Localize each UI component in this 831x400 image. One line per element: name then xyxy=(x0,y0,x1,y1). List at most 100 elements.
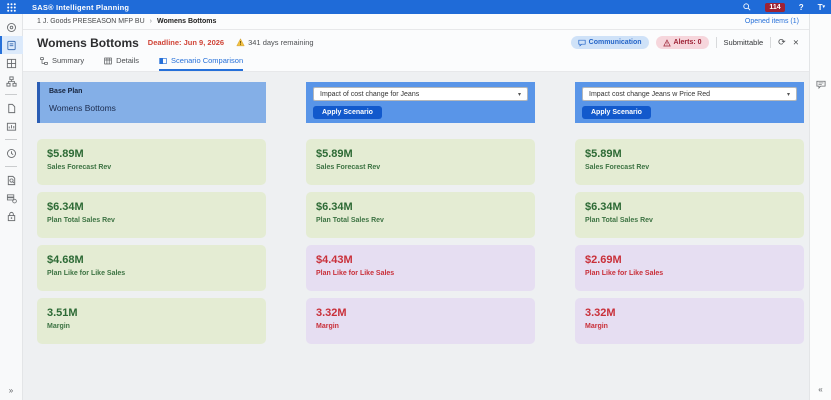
sidebar-divider xyxy=(5,94,17,95)
chevron-down-icon: ▾ xyxy=(517,91,521,98)
metric-value: 3.32M xyxy=(316,307,347,319)
sidebar-item-documents[interactable] xyxy=(0,99,23,117)
metric-label: Plan Total Sales Rev xyxy=(585,217,653,224)
communication-button[interactable]: Communication xyxy=(570,36,649,49)
sidebar-item-plans[interactable] xyxy=(0,36,23,54)
sidebar-divider xyxy=(5,166,17,167)
document-search-icon xyxy=(7,175,15,185)
sidebar-item-schedule[interactable] xyxy=(0,144,23,162)
sidebar-item-layers[interactable] xyxy=(0,189,23,207)
metric-label: Plan Total Sales Rev xyxy=(47,217,115,224)
metric-card-list: $5.89M Sales Forecast Rev $6.34M Plan To… xyxy=(575,139,804,344)
layers-icon xyxy=(6,193,17,203)
metric-label: Plan Total Sales Rev xyxy=(316,217,384,224)
communication-label: Communication xyxy=(588,39,642,46)
metric-card: 3.32M Margin xyxy=(575,298,804,344)
notifications-badge[interactable]: 114 xyxy=(765,2,785,12)
document-icon xyxy=(7,103,15,113)
metric-value: 3.32M xyxy=(585,307,616,319)
scenario-select-value: Impact cost change Jeans w Price Red xyxy=(589,90,711,98)
refresh-icon[interactable]: ⟳ xyxy=(778,37,786,47)
breadcrumb-current: Womens Bottoms xyxy=(156,18,217,25)
sidebar-item-review[interactable] xyxy=(0,171,23,189)
chevron-down-icon: ▾ xyxy=(786,91,790,98)
metric-value: $4.43M xyxy=(316,254,353,266)
metric-card: $6.34M Plan Total Sales Rev xyxy=(575,192,804,238)
sidebar-item-home[interactable] xyxy=(0,18,23,36)
metric-label: Plan Like for Like Sales xyxy=(316,270,395,277)
breadcrumb-parent[interactable]: 1 J. Goods PRESEASON MFP BU xyxy=(37,18,145,25)
sidebar-item-lock[interactable] xyxy=(0,207,23,225)
metric-card: $4.43M Plan Like for Like Sales xyxy=(306,245,535,291)
right-utility-rail: « xyxy=(809,14,831,400)
top-app-bar: SAS® Intelligent Planning 114 ? T ▾ xyxy=(0,0,831,14)
search-icon[interactable] xyxy=(743,3,751,11)
alerts-button[interactable]: Alerts: 0 xyxy=(655,36,709,49)
opened-items-link[interactable]: Opened items (1) xyxy=(744,18,799,25)
sidebar-item-reports[interactable] xyxy=(0,117,23,135)
dashboard-grid-icon xyxy=(6,58,16,68)
sidebar-divider xyxy=(5,139,17,140)
metric-value: $6.34M xyxy=(47,201,84,213)
user-avatar[interactable]: T ▾ xyxy=(818,3,825,12)
plans-file-icon xyxy=(6,40,16,50)
clock-icon xyxy=(6,148,16,158)
help-icon[interactable]: ? xyxy=(798,2,804,12)
page-header: 1 J. Goods PRESEASON MFP BU › Womens Bot… xyxy=(23,14,809,72)
metric-card: 3.32M Margin xyxy=(306,298,535,344)
days-remaining-wrap: 341 days remaining xyxy=(236,38,314,47)
lock-icon xyxy=(7,211,15,221)
home-icon xyxy=(6,22,16,32)
base-plan-kicker: Base Plan xyxy=(49,88,83,95)
left-navigation-rail: » xyxy=(0,14,23,400)
breadcrumb-separator-icon: › xyxy=(149,18,152,25)
page-title: Womens Bottoms xyxy=(37,35,139,50)
report-chart-icon xyxy=(6,122,16,131)
comments-icon[interactable] xyxy=(816,76,826,94)
scenario-select[interactable]: Impact of cost change for Jeans ▾ xyxy=(313,87,528,101)
metric-value: $5.89M xyxy=(585,148,622,160)
comparison-column-base: Base Plan Womens Bottoms $5.89M Sales Fo… xyxy=(37,82,266,400)
scenario-select-value: Impact of cost change for Jeans xyxy=(320,90,420,98)
app-title: SAS® Intelligent Planning xyxy=(32,2,130,12)
rail-collapse-toggle[interactable]: « xyxy=(818,385,823,394)
metric-label: Plan Like for Like Sales xyxy=(47,270,126,277)
metric-card: $5.89M Sales Forecast Rev xyxy=(306,139,535,185)
tab-scenario-comparison[interactable]: Scenario Comparison xyxy=(159,56,244,71)
scenario-comparison-panel: Base Plan Womens Bottoms $5.89M Sales Fo… xyxy=(23,72,809,400)
sidebar-item-hierarchy[interactable] xyxy=(0,72,23,90)
warning-triangle-icon xyxy=(236,38,245,47)
main-area: 1 J. Goods PRESEASON MFP BU › Womens Bot… xyxy=(23,14,809,400)
sidebar-expand-toggle[interactable]: » xyxy=(8,386,14,395)
metric-card-list: $5.89M Sales Forecast Rev $6.34M Plan To… xyxy=(37,139,266,344)
metric-value: 3.51M xyxy=(47,307,78,319)
scenario-select[interactable]: Impact cost change Jeans w Price Red ▾ xyxy=(582,87,797,101)
tab-details[interactable]: Details xyxy=(104,56,139,71)
scenario-comparison-icon xyxy=(159,57,167,64)
metric-card: $6.34M Plan Total Sales Rev xyxy=(37,192,266,238)
metric-card: $5.89M Sales Forecast Rev xyxy=(575,139,804,185)
scenario-header: Impact cost change Jeans w Price Red ▾ A… xyxy=(575,82,804,123)
summary-hierarchy-icon xyxy=(40,56,48,65)
tab-summary[interactable]: Summary xyxy=(40,56,84,71)
metric-value: $2.69M xyxy=(585,254,622,266)
scenario-header: Impact of cost change for Jeans ▾ Apply … xyxy=(306,82,535,123)
apply-scenario-button[interactable]: Apply Scenario xyxy=(582,106,651,119)
waffle-grid-icon xyxy=(7,2,16,12)
close-icon[interactable]: ✕ xyxy=(792,37,799,47)
metric-label: Margin xyxy=(47,323,70,330)
title-row: Womens Bottoms Deadline: Jun 9, 2026 341… xyxy=(23,30,809,55)
comparison-column-scenario-1: Impact of cost change for Jeans ▾ Apply … xyxy=(306,82,535,400)
metric-card: $6.34M Plan Total Sales Rev xyxy=(306,192,535,238)
hierarchy-icon xyxy=(5,75,17,87)
metric-card: 3.51M Margin xyxy=(37,298,266,344)
alerts-label: Alerts: 0 xyxy=(673,39,702,46)
app-launcher-icon[interactable] xyxy=(0,2,23,12)
apply-scenario-button[interactable]: Apply Scenario xyxy=(313,106,382,119)
tab-scenario-comparison-label: Scenario Comparison xyxy=(171,56,244,65)
speech-bubble-icon xyxy=(578,39,586,47)
sidebar-item-dashboard[interactable] xyxy=(0,54,23,72)
avatar-initial: T xyxy=(817,2,823,12)
alert-triangle-icon xyxy=(662,38,671,46)
deadline-text: Deadline: Jun 9, 2026 xyxy=(147,38,225,47)
